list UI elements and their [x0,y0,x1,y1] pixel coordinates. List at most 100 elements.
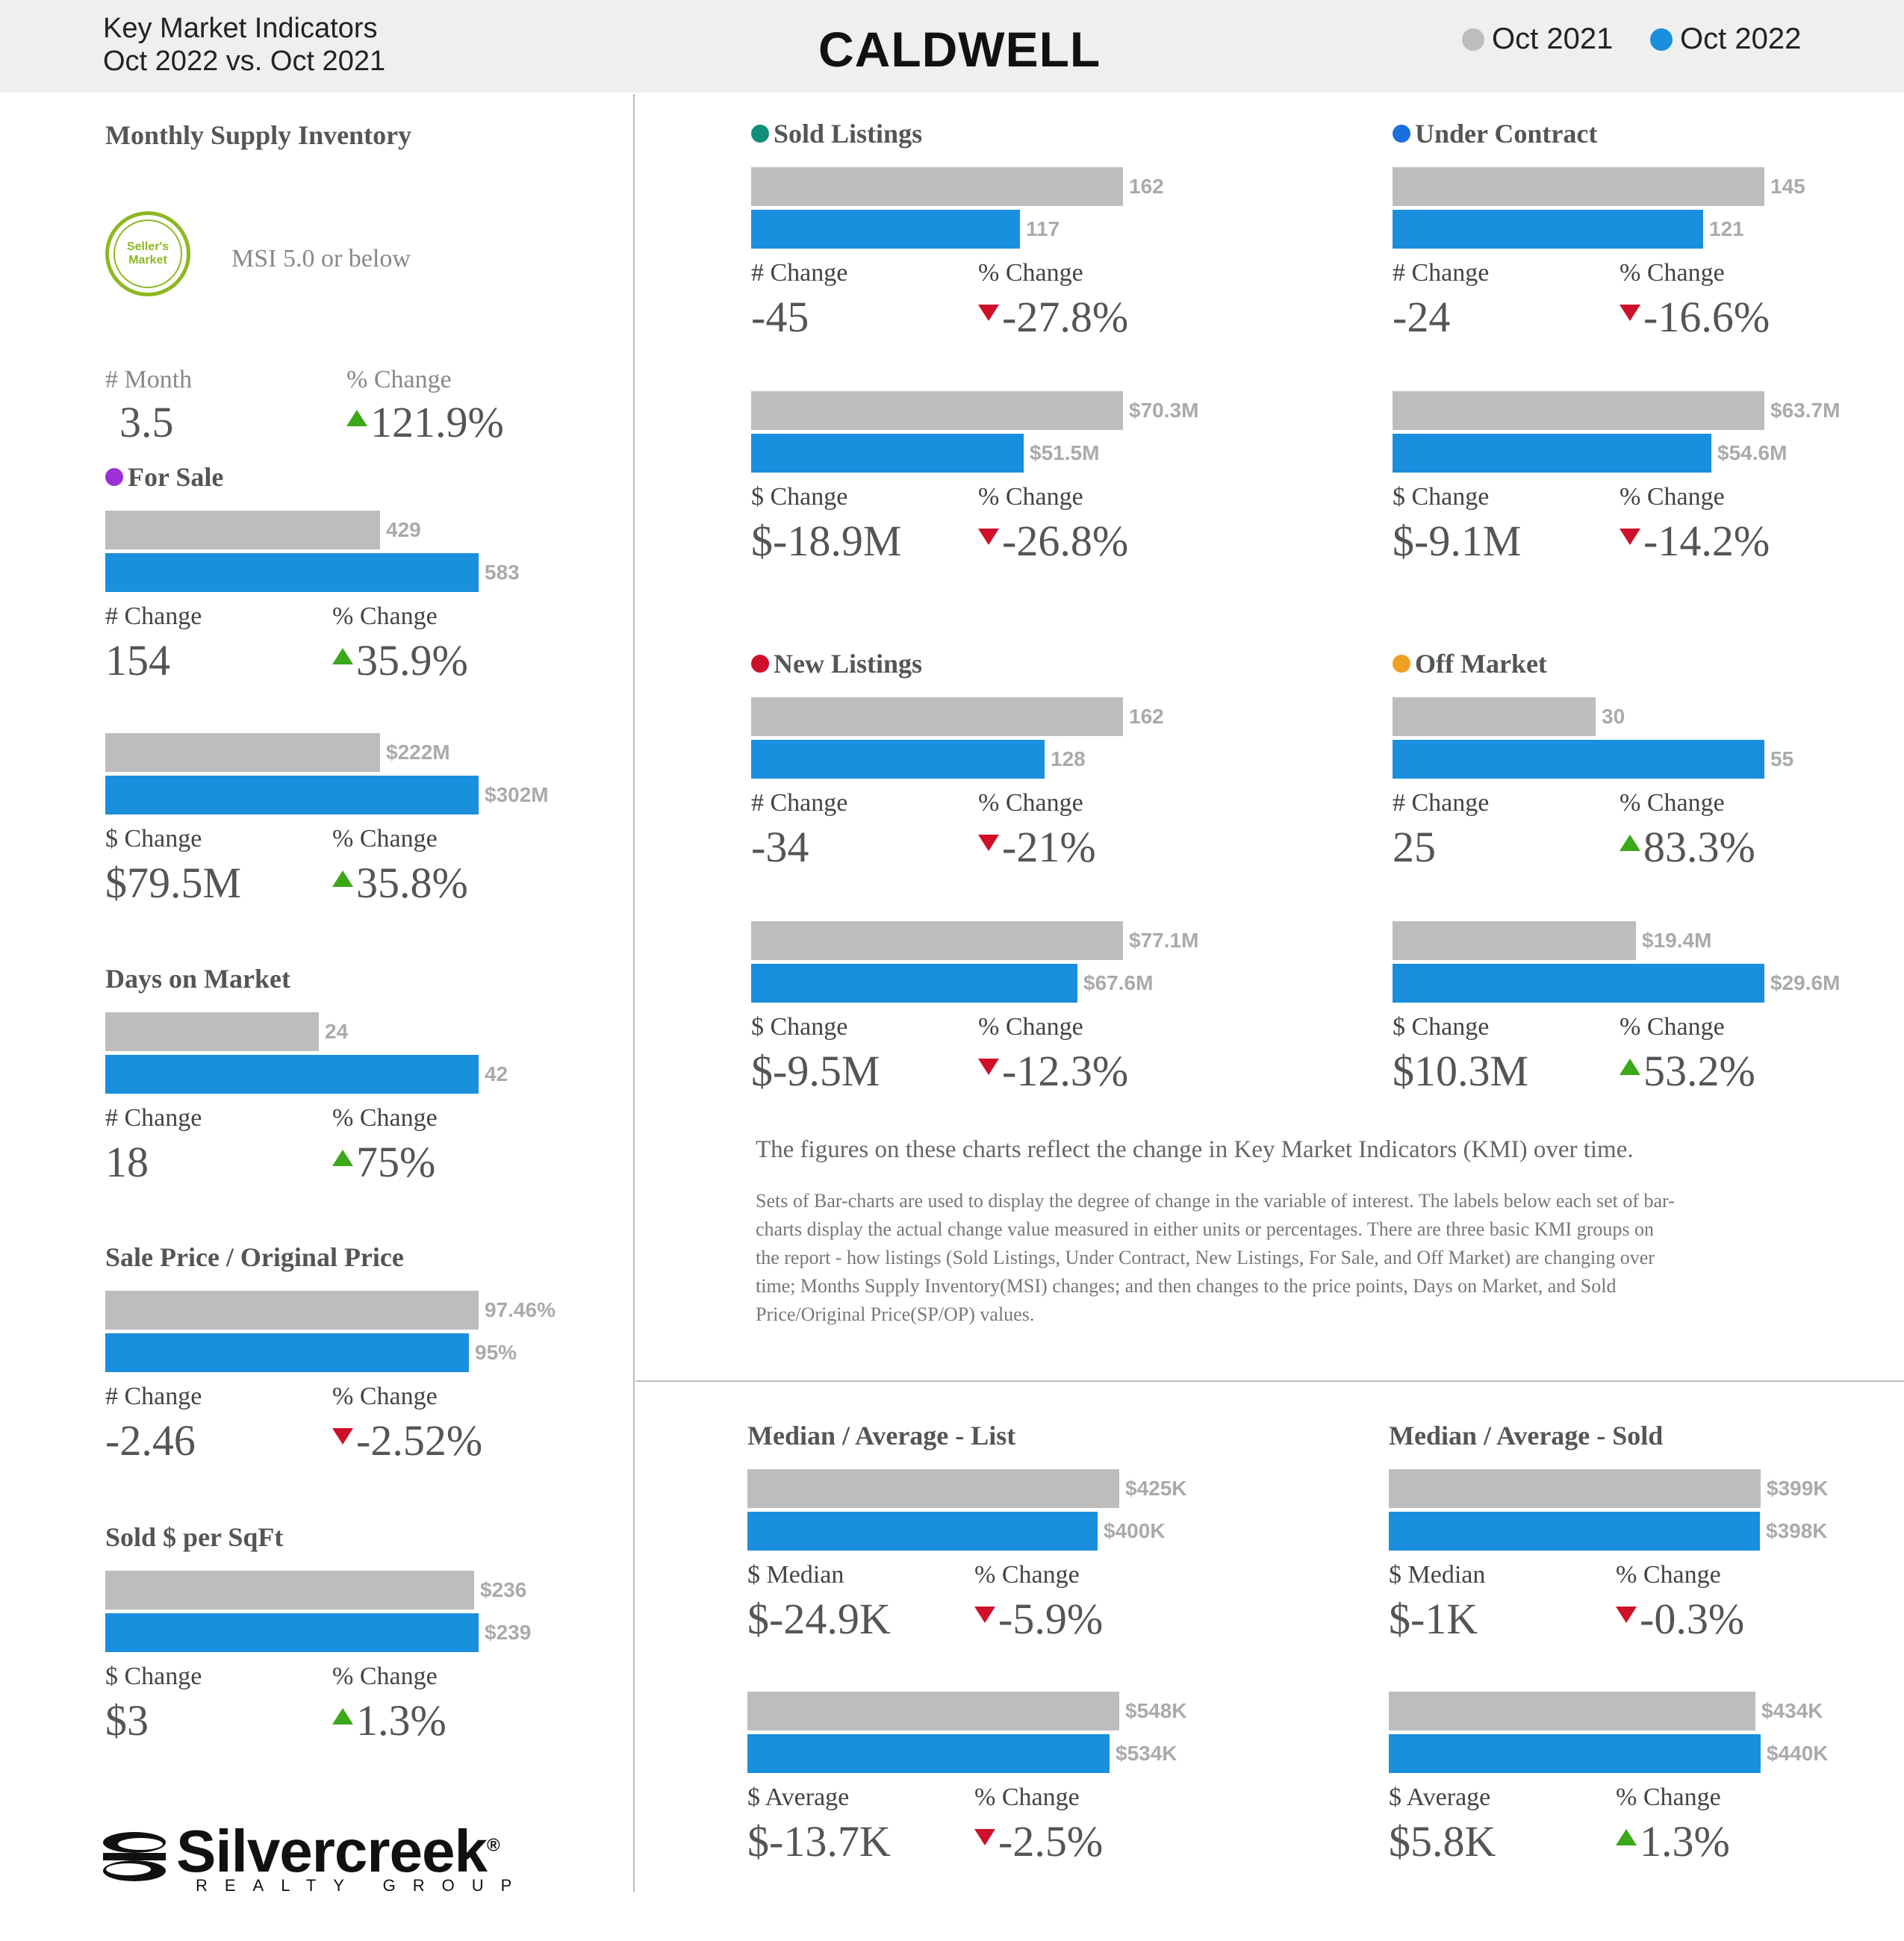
chart-title-text: Off Market [1415,649,1547,679]
bar-value-label: $70.3M [1129,399,1199,422]
pct-change-text: 75% [356,1138,436,1186]
pct-change-value: -0.3% [1616,1594,1744,1644]
change-value: $5.8K [1389,1817,1496,1866]
bar-value-label: 117 [1026,217,1060,240]
change-value: $-13.7K [747,1817,891,1866]
down-arrow-icon [978,1058,999,1075]
report-title: CALDWELL [818,22,1101,77]
bar-value-label: $77.1M [1129,929,1199,952]
pct-change-label: % Change [1616,1561,1721,1589]
bar-oct-2021 [1393,697,1596,736]
change-label: $ Median [1389,1561,1486,1589]
bar-value-label: $302M [485,783,549,806]
notes-line: the report - how listings (Sold Listings… [756,1247,1655,1268]
bar-oct-2022 [747,1512,1098,1551]
bar-value-label: 128 [1051,747,1086,770]
down-arrow-icon [978,304,999,321]
silvercreek-swoosh-icon [103,1832,166,1881]
bar-oct-2022 [1393,740,1764,779]
vertical-divider [633,94,635,1892]
chart-title-text: Median / Average - Sold [1389,1421,1664,1451]
chart-title-text: For Sale [128,462,224,492]
change-value: $-9.1M [1393,517,1522,565]
pct-change-text: -5.9% [998,1595,1104,1643]
change-value: $79.5M [105,859,242,907]
pct-change-text: -27.8% [1002,293,1129,341]
notes-line: Sets of Bar-charts are used to display t… [756,1190,1675,1212]
pct-change-text: 1.3% [1640,1817,1730,1866]
up-arrow-icon [1620,1058,1640,1075]
change-label: # Change [105,602,202,630]
bar-oct-2022 [1393,434,1711,473]
up-arrow-icon [332,870,353,887]
legend-label-oct-2021: Oct 2021 [1492,22,1614,55]
bar-value-label: $239 [485,1621,532,1644]
bar-value-label: $398K [1766,1519,1828,1542]
sellers-market-badge-inner: Seller's Market [113,219,182,288]
silvercreek-logo [100,1828,169,1889]
change-label: # Change [105,1104,202,1132]
change-label: # Change [751,259,848,287]
chart-title-text: Median / Average - List [747,1421,1016,1451]
bar-oct-2021 [105,1012,319,1051]
msi-month-value: 3.5 [119,398,174,446]
chart-title: Off Market [1393,648,1547,679]
bar-oct-2022 [751,740,1045,779]
change-value: 18 [105,1138,149,1186]
pct-change-text: -14.2% [1643,517,1770,565]
bar-oct-2022 [1393,210,1703,249]
change-value: -34 [751,823,809,871]
pct-change-label: % Change [1620,483,1725,511]
logo-wordmark: Silvercreek® [176,1817,500,1886]
bar-oct-2021 [105,511,380,549]
bar-oct-2021 [747,1692,1119,1730]
bar-oct-2022 [105,1333,469,1372]
bar-value-label: 95% [475,1341,517,1364]
change-label: $ Average [1389,1783,1491,1811]
notes-line: time; Months Supply Inventory(MSI) chang… [756,1275,1617,1297]
bar-value-label: $440K [1767,1742,1829,1765]
up-arrow-icon [332,1707,353,1725]
change-value: -2.46 [105,1416,196,1465]
change-label: # Change [105,1383,202,1410]
pct-change-text: -21% [1002,823,1096,871]
pct-change-value: 1.3% [332,1695,447,1745]
pct-change-value: -21% [978,822,1096,872]
bar-value-label: 30 [1602,705,1625,728]
change-label: $ Change [1393,1013,1490,1041]
down-arrow-icon [974,1828,995,1845]
notes-line: Price/Original Price(SP/OP) values. [756,1303,1035,1325]
pct-change-label: % Change [974,1783,1080,1811]
sellers-market-badge: Seller's Market [105,211,190,296]
change-value: $10.3M [1393,1047,1529,1095]
notes-headline: The figures on these charts reflect the … [756,1136,1634,1163]
bar-value-label: 121 [1709,217,1744,240]
bar-value-label: $425K [1125,1477,1187,1500]
down-arrow-icon [1620,304,1640,321]
bar-oct-2022 [1389,1512,1760,1551]
pct-change-text: -12.3% [1002,1047,1129,1095]
up-arrow-icon [346,409,367,426]
pct-change-text: 53.2% [1643,1047,1755,1095]
bar-value-label: 55 [1770,747,1794,770]
chart-title-text: Sale Price / Original Price [105,1242,404,1272]
change-value: $-9.5M [751,1047,880,1095]
bar-value-label: $63.7M [1770,399,1841,422]
pct-change-value: 75% [332,1137,435,1187]
chart-title: Sold $ per SqFt [105,1521,283,1553]
bar-oct-2022 [105,776,479,814]
change-label: # Change [1393,259,1490,287]
bar-value-label: 583 [485,561,520,584]
bar-value-label: $434K [1761,1699,1823,1722]
change-label: $ Change [105,825,202,853]
chart-title-text: Sold $ per SqFt [105,1522,284,1552]
pct-change-label: % Change [978,789,1083,817]
change-value: $-24.9K [747,1595,891,1643]
bar-oct-2021 [105,1291,479,1330]
chart-title: Median / Average - List [747,1420,1015,1451]
pct-change-text: -26.8% [1002,517,1129,565]
pct-change-label: % Change [978,1013,1083,1041]
bar-oct-2021 [1393,921,1636,960]
pct-change-text: 35.9% [356,636,468,685]
pct-change-label: % Change [332,602,438,630]
